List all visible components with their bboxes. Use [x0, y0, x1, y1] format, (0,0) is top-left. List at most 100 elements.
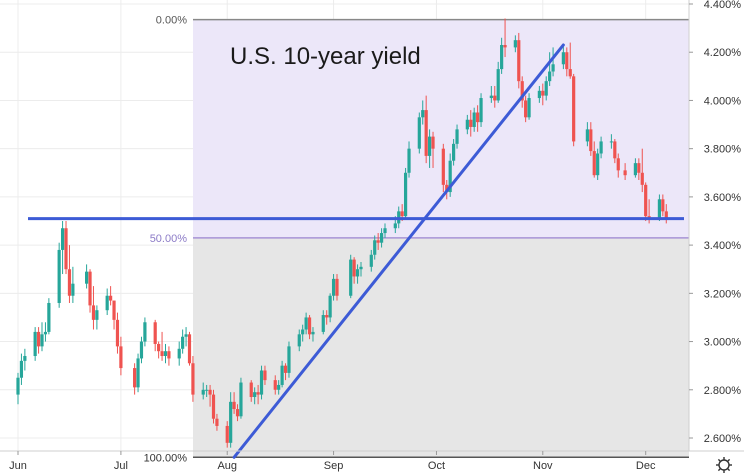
candle-body [133, 368, 137, 388]
candle-body [393, 223, 397, 229]
candle-body [88, 271, 92, 306]
candle-body [424, 110, 428, 156]
candle-body [613, 141, 617, 159]
candle-body [249, 382, 253, 398]
y-tick-label: 3.200% [704, 288, 742, 300]
chart-title: U.S. 10-year yield [230, 43, 421, 70]
trend-line [232, 43, 565, 459]
settings-gear-icon[interactable] [716, 457, 732, 473]
candle-body [441, 148, 445, 185]
candle-body [421, 110, 425, 118]
y-tick-label: 3.000% [704, 337, 742, 349]
candle-body [119, 346, 123, 369]
candle-body [67, 269, 72, 296]
fibonacci-labels: 0.00% 50.00% 100.00% [144, 15, 188, 465]
candle-body [520, 81, 524, 101]
candle-body [225, 425, 229, 443]
candle-body [589, 129, 593, 152]
candle-body [167, 351, 171, 359]
candle-body [644, 184, 648, 217]
candle-body [211, 394, 216, 419]
candle-body [57, 249, 61, 303]
candle-body [157, 343, 161, 352]
y-tick-label: 3.400% [704, 240, 742, 252]
candle-body [596, 153, 600, 176]
x-tick-label: Oct [428, 460, 445, 472]
candle-body [448, 160, 452, 193]
candle-body [592, 151, 596, 176]
candle-body [60, 228, 65, 250]
candle-body [493, 95, 497, 101]
candle-body [455, 129, 459, 144]
candle-body [476, 112, 480, 123]
candle-body [400, 211, 404, 217]
candle-body [465, 119, 469, 130]
candle-body [431, 136, 435, 149]
y-tick-label: 4.000% [704, 95, 742, 107]
candle-body [239, 382, 243, 417]
y-tick-label: 3.800% [704, 144, 742, 156]
candle-body [359, 266, 363, 270]
y-tick-label: 2.600% [704, 433, 742, 445]
candle-body [376, 240, 380, 243]
candle-body [373, 240, 377, 255]
candle-body [585, 129, 589, 142]
candle-body [479, 98, 483, 123]
candlestick-series [16, 18, 668, 448]
candle-body [527, 98, 531, 118]
candle-body [407, 148, 411, 173]
candle-body [71, 283, 75, 296]
candle-body [215, 418, 219, 426]
candle-body [259, 370, 264, 395]
candle-body [201, 389, 205, 395]
x-tick-label: Dec [636, 460, 656, 472]
candle-body [232, 401, 236, 410]
candle-body [472, 112, 476, 127]
candle-body [163, 351, 168, 357]
candle-body [572, 76, 576, 142]
candle-body [664, 211, 668, 219]
candle-body [184, 334, 188, 337]
candle-body [115, 319, 120, 347]
candle-body [287, 346, 291, 373]
candle-body [85, 271, 89, 284]
candle-body [524, 100, 528, 118]
candle-body [91, 305, 96, 320]
candle-body [95, 310, 99, 320]
candle-body [277, 384, 281, 390]
candle-body [187, 334, 192, 364]
candle-body [489, 95, 493, 99]
candle-body [349, 259, 353, 296]
candle-body [383, 228, 387, 234]
candle-body [544, 81, 548, 96]
candle-body [253, 392, 257, 398]
candle-body [153, 322, 157, 344]
candle-body [568, 69, 572, 77]
candle-body [23, 356, 27, 361]
candle-body [33, 331, 37, 357]
y-tick-label: 4.200% [704, 47, 742, 59]
x-tick-label: Jul [114, 460, 128, 472]
fib-lower-zone [193, 237, 689, 458]
candle-body [599, 141, 603, 154]
candle-body [280, 365, 284, 385]
candle-body [304, 317, 308, 330]
candle-body [623, 170, 627, 176]
candle-body [43, 331, 48, 335]
fib-label-2: 100.00% [144, 452, 188, 464]
x-tick-label: Nov [533, 460, 553, 472]
candle-body [325, 315, 329, 318]
candle-body [160, 351, 164, 357]
candle-body [496, 69, 500, 101]
candle-body [403, 172, 408, 217]
candle-body [379, 233, 384, 243]
candle-body [503, 44, 507, 48]
candle-body [143, 322, 147, 342]
candle-body [616, 158, 620, 171]
candle-body [517, 40, 521, 82]
candle-body [136, 358, 140, 388]
candle-body [513, 40, 517, 48]
candle-body [537, 90, 541, 99]
candle-body [609, 141, 613, 143]
